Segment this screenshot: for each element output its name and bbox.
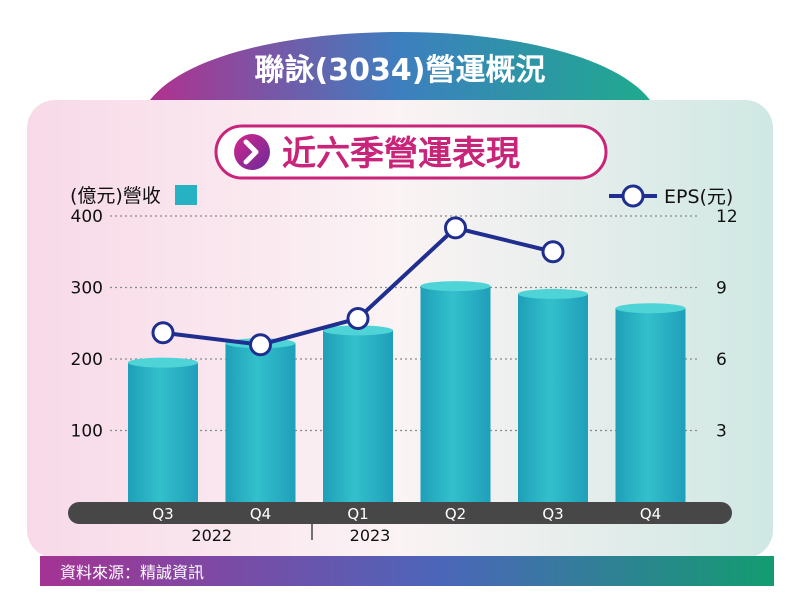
y-tick-label-right: 3 (716, 422, 727, 442)
y-axis-left: 100 200 300 400 (71, 207, 103, 442)
revenue-bar (420, 286, 491, 502)
y-tick-label-left: 300 (71, 279, 103, 299)
x-tick-label: Q3 (542, 505, 563, 523)
source-note: 資料來源：精誠資訊 (60, 563, 204, 582)
chevron-right-icon (234, 134, 270, 170)
revenue-bar-top (518, 288, 588, 299)
eps-point (249, 333, 272, 357)
y-tick-label-right: 6 (716, 350, 727, 370)
x-axis: Q3 Q4 Q1 Q2 Q3 Q4 (152, 505, 661, 523)
x-tick-label: Q3 (152, 505, 173, 523)
x-tick-label: Q4 (640, 505, 661, 523)
legend-eps-label: EPS(元) (664, 186, 733, 208)
legend-eps-marker (621, 184, 645, 208)
gridlines (110, 215, 700, 432)
page-title: 聯詠(3034)營運概況 (255, 53, 546, 88)
revenue-bar (128, 362, 198, 502)
legend-revenue-swatch (175, 185, 197, 205)
year-label: 2022 (191, 526, 232, 545)
x-tick-label: Q1 (347, 505, 368, 523)
revenue-bar-top (128, 357, 198, 368)
y-axis-right: 3 6 9 12 (716, 207, 738, 442)
eps-point (541, 240, 565, 264)
subtitle-pill (214, 124, 608, 180)
eps-point (444, 216, 467, 240)
revenue-bar-top (615, 303, 686, 314)
year-labels: 2022 2023 (191, 526, 390, 545)
x-tick-label: Q4 (250, 505, 271, 523)
y-tick-label-left: 400 (71, 207, 103, 227)
revenue-bar (225, 343, 296, 502)
year-label: 2023 (350, 526, 391, 545)
y-tick-label-right: 12 (716, 207, 738, 227)
revenue-bar (615, 308, 686, 502)
chart-subtitle: 近六季營運表現 (282, 134, 520, 174)
revenue-bar-top (323, 325, 393, 336)
footer-bar (40, 556, 774, 586)
header-dome (150, 32, 650, 100)
y-tick-label-left: 100 (71, 422, 103, 442)
eps-point (151, 321, 175, 345)
eps-line-series (151, 216, 565, 357)
x-tick-label: Q2 (445, 505, 466, 523)
revenue-bar (323, 330, 393, 502)
revenue-bar (518, 293, 588, 502)
revenue-bar-top (420, 281, 491, 292)
chevron-right-icon-glyph (243, 139, 259, 165)
revenue-bars (128, 281, 686, 502)
legend-revenue-label: (億元)營收 (70, 185, 161, 207)
category-axis-band (68, 502, 732, 524)
eps-point (346, 306, 370, 330)
y-tick-label-right: 9 (716, 279, 727, 299)
y-tick-label-left: 200 (71, 350, 103, 370)
